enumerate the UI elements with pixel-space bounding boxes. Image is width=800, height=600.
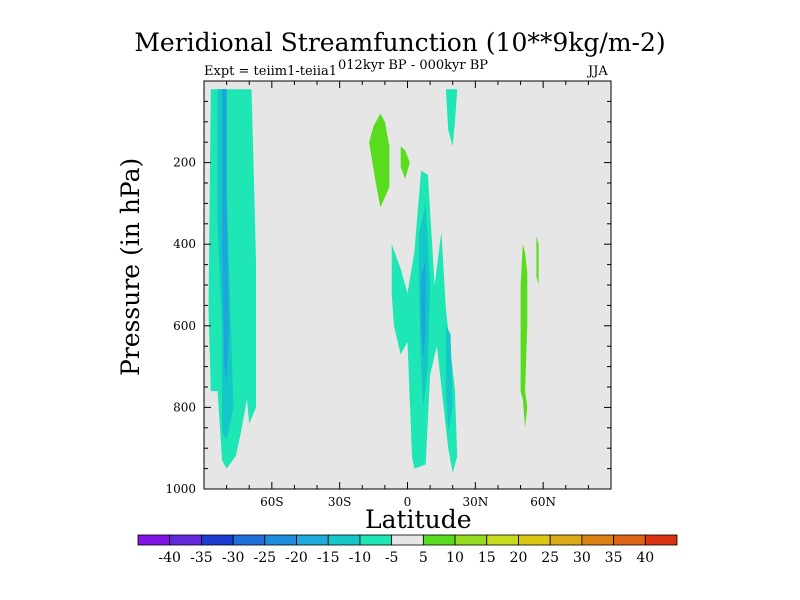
colorbar-box xyxy=(549,534,583,546)
colorbar-box xyxy=(201,534,234,546)
colorbar: -40 -35 -30 -25 -20 -15 -10 -5 5 10 15 20 25 30 35 40 xyxy=(137,534,678,566)
y-tick-label: 200 xyxy=(173,156,196,170)
plot-background xyxy=(204,81,611,489)
colorbar-box xyxy=(613,534,646,546)
contour-region-8 xyxy=(369,113,390,208)
contour-region-2 xyxy=(222,89,229,383)
colorbar-label: -15 xyxy=(317,550,340,566)
axis-ticks: 60S 30S 0 30N 60N 200 400 600 800 1000 xyxy=(165,80,612,509)
contour-region-6 xyxy=(421,260,426,359)
colorbar-label: 5 xyxy=(419,550,428,566)
colorbar-box xyxy=(264,534,297,546)
colorbar-label: -5 xyxy=(385,550,399,566)
colorbar-box xyxy=(359,534,393,546)
colorbar-box xyxy=(232,534,266,546)
colorbar-box xyxy=(422,534,456,546)
period-label: 012kyr BP - 000kyr BP xyxy=(338,58,489,73)
season-label: JJA xyxy=(588,64,608,79)
contour-region-7 xyxy=(445,325,453,432)
colorbar-label: -10 xyxy=(349,550,372,566)
experiment-label: Expt = teiim1-teiia1 xyxy=(204,64,338,79)
contour-region-9 xyxy=(400,146,410,179)
colorbar-label: 15 xyxy=(478,550,496,566)
colorbar-box xyxy=(454,534,488,546)
colorbar-label: 25 xyxy=(541,550,559,566)
contour-region-11 xyxy=(536,236,539,285)
colorbar-box xyxy=(581,534,614,546)
colorbar-box xyxy=(486,534,519,546)
colorbar-label: -20 xyxy=(285,550,308,566)
colorbar-label: 35 xyxy=(605,550,623,566)
colorbar-box xyxy=(644,534,678,546)
x-tick-label: 30N xyxy=(462,495,488,509)
colorbar-label: -25 xyxy=(254,550,277,566)
contour-region-10 xyxy=(520,244,528,428)
colorbar-label: -35 xyxy=(190,550,213,566)
colorbar-box xyxy=(169,534,202,546)
x-axis-label: Latitude xyxy=(365,505,472,534)
y-tick-label: 400 xyxy=(173,237,196,251)
colorbar-box xyxy=(327,534,361,546)
colorbar-box xyxy=(296,534,329,546)
colorbar-label: -40 xyxy=(158,550,181,566)
x-tick-label: 30S xyxy=(328,495,352,509)
colorbar-box xyxy=(518,534,551,546)
chart-title: Meridional Streamfunction (10**9kg/m-2) xyxy=(134,28,666,57)
contour-region-4 xyxy=(445,89,458,147)
x-tick-label: 60S xyxy=(260,495,284,509)
y-tick-label: 1000 xyxy=(165,482,196,496)
y-tick-label: 600 xyxy=(173,319,196,333)
colorbar-box xyxy=(137,534,171,546)
colorbar-label: 30 xyxy=(573,550,591,566)
colorbar-box xyxy=(391,534,424,546)
y-tick-label: 800 xyxy=(173,400,196,414)
x-tick-label: 0 xyxy=(404,495,412,509)
colorbar-label: -30 xyxy=(222,550,245,566)
contour-regions xyxy=(208,89,539,473)
colorbar-label: 10 xyxy=(446,550,464,566)
x-tick-label: 60N xyxy=(530,495,556,509)
colorbar-label: 20 xyxy=(510,550,528,566)
colorbar-label: 40 xyxy=(636,550,654,566)
